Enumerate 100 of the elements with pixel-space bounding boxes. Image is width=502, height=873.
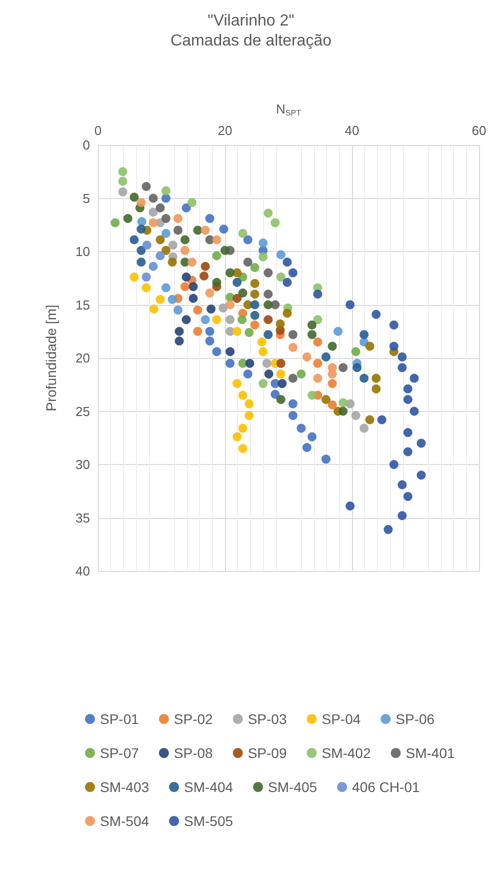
point — [174, 306, 183, 315]
point — [278, 379, 287, 388]
point — [142, 240, 152, 250]
point — [226, 315, 235, 324]
point — [244, 399, 254, 408]
point — [123, 214, 132, 223]
point — [142, 283, 151, 292]
point — [130, 235, 139, 244]
point — [308, 432, 316, 442]
point — [410, 374, 419, 383]
legend-label: SM-405 — [268, 779, 318, 795]
point — [288, 399, 298, 408]
x-tick-label: 20 — [218, 123, 232, 138]
point — [226, 300, 235, 310]
point — [193, 326, 202, 336]
point — [282, 258, 292, 267]
point — [308, 330, 316, 340]
point — [136, 198, 146, 208]
legend-label: SM-401 — [406, 745, 455, 761]
legend-label: SM-402 — [322, 745, 371, 761]
point — [238, 444, 248, 454]
point — [200, 315, 210, 324]
point — [334, 326, 343, 336]
point — [288, 342, 298, 352]
point — [328, 400, 337, 410]
point — [250, 300, 260, 310]
point — [258, 379, 268, 388]
point — [180, 235, 190, 244]
y-tick-label: 0 — [82, 138, 90, 152]
point — [282, 278, 292, 287]
point — [264, 208, 273, 218]
point — [403, 428, 412, 438]
legend-label: SP-07 — [100, 745, 140, 761]
point — [244, 328, 254, 337]
legend-label: SP-01 — [100, 711, 140, 727]
point — [416, 470, 426, 480]
point — [136, 246, 146, 255]
point — [200, 262, 210, 271]
y-tick-label: 15 — [76, 297, 90, 312]
point — [264, 315, 273, 324]
point — [276, 319, 285, 328]
point — [238, 315, 247, 324]
point — [205, 336, 214, 346]
point — [384, 524, 393, 534]
point — [403, 447, 412, 456]
point — [205, 326, 214, 336]
point — [148, 262, 158, 271]
point — [174, 326, 184, 336]
point — [258, 347, 268, 356]
point — [351, 411, 360, 420]
point — [212, 278, 222, 287]
point — [360, 424, 369, 433]
point — [288, 330, 298, 340]
point — [403, 492, 412, 501]
point — [238, 390, 248, 400]
point — [137, 217, 146, 226]
point — [161, 228, 170, 238]
point — [403, 384, 412, 394]
point — [245, 358, 254, 368]
point — [313, 315, 322, 324]
point — [218, 303, 228, 312]
x-tick-label: 40 — [344, 123, 360, 138]
point — [282, 308, 292, 318]
chart-title: "Vilarinho 2" — [208, 12, 294, 30]
point — [118, 167, 128, 176]
point — [308, 390, 316, 400]
point — [302, 442, 312, 452]
point — [161, 194, 170, 203]
point — [212, 251, 222, 260]
point — [118, 187, 128, 196]
point — [168, 294, 177, 304]
point — [180, 282, 190, 292]
point — [296, 369, 306, 378]
y-tick-label: 25 — [76, 404, 90, 419]
y-axis-title: Profundidade [m] — [43, 304, 59, 412]
point — [149, 304, 158, 314]
point — [302, 352, 312, 362]
point — [258, 238, 268, 248]
point — [212, 347, 222, 356]
point — [328, 342, 337, 351]
point — [136, 224, 146, 234]
point — [238, 424, 248, 433]
point — [238, 228, 248, 238]
point — [321, 454, 330, 464]
point — [205, 288, 214, 298]
point — [365, 342, 374, 351]
y-tick-label: 10 — [76, 244, 90, 259]
point — [270, 390, 280, 399]
legend-label: SP-06 — [396, 711, 435, 727]
point — [174, 226, 183, 235]
point — [288, 411, 298, 420]
point — [193, 306, 202, 315]
point — [161, 283, 170, 292]
legend-label: SP-04 — [322, 711, 361, 727]
point — [264, 369, 274, 378]
y-tick-label: 20 — [76, 350, 90, 366]
point — [264, 330, 273, 340]
point — [276, 369, 286, 378]
y-tick-label: 5 — [82, 190, 90, 206]
point — [377, 415, 386, 424]
